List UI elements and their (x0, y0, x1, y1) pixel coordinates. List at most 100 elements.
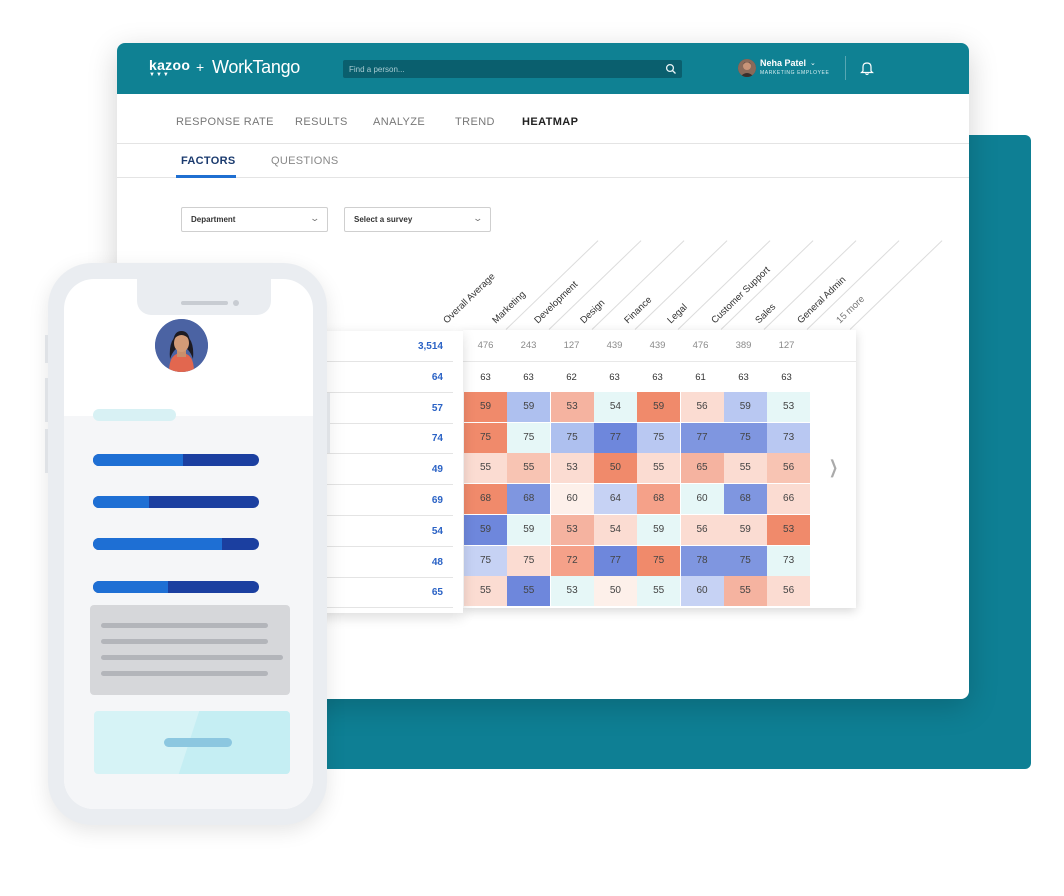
overall-score-row[interactable]: 54 (313, 516, 453, 547)
tab-factors[interactable]: FACTORS (181, 155, 236, 167)
survey-select[interactable]: Select a survey ⌄ (344, 207, 491, 232)
overall-total: 3,514 (417, 341, 443, 352)
column-header: Sales (753, 301, 779, 326)
heatmap-cell[interactable]: 64 (593, 484, 637, 515)
heatmap-cell[interactable]: 75 (637, 545, 681, 576)
heatmap-cell[interactable]: 59 (637, 514, 681, 545)
search-icon[interactable] (665, 63, 677, 75)
user-avatar[interactable] (738, 59, 756, 77)
heatmap-cell[interactable]: 75 (507, 545, 551, 576)
overall-score-row[interactable]: 48 (313, 547, 453, 578)
heatmap-cell[interactable]: 54 (593, 514, 637, 545)
tab-questions[interactable]: QUESTIONS (271, 155, 339, 167)
heatmap-cell[interactable]: 72 (550, 545, 594, 576)
heatmap-cell[interactable]: 53 (767, 514, 811, 545)
tab-analyze[interactable]: ANALYZE (373, 116, 426, 128)
heatmap-cell[interactable]: 73 (767, 545, 811, 576)
heatmap-cell[interactable]: 60 (680, 576, 724, 607)
heatmap-cell[interactable]: 53 (550, 576, 594, 607)
heatmap-cell[interactable]: 68 (464, 484, 507, 515)
overall-score-row[interactable]: 69 (313, 485, 453, 516)
heatmap-cell[interactable]: 54 (593, 392, 637, 422)
survey-select-label: Select a survey (354, 215, 413, 224)
user-role: MARKETING EMPLOYEE (760, 70, 830, 76)
worktango-logo[interactable]: WorkTango (212, 57, 301, 77)
heatmap-cell[interactable]: 50 (593, 453, 637, 484)
heatmap-cell[interactable]: 73 (767, 422, 811, 453)
heatmap-cell[interactable]: 59 (464, 392, 507, 422)
overall-score: 65 (431, 587, 443, 599)
department-average: 63 (523, 372, 534, 383)
heatmap-cell[interactable]: 53 (550, 392, 594, 422)
heatmap-cell[interactable]: 55 (723, 576, 767, 607)
heatmap-cell[interactable]: 55 (637, 453, 681, 484)
heatmap-cell[interactable]: 68 (507, 484, 551, 515)
search-input[interactable] (343, 60, 653, 78)
heatmap-cell[interactable]: 59 (723, 392, 767, 422)
cta-card[interactable] (94, 711, 290, 774)
overall-score: 54 (431, 525, 443, 537)
heatmap-cell[interactable]: 75 (723, 422, 767, 453)
heatmap-cell[interactable]: 66 (767, 484, 811, 515)
overall-score-row[interactable]: 74 (313, 423, 453, 455)
heatmap-cell[interactable]: 50 (593, 576, 637, 607)
heatmap-cell[interactable]: 75 (637, 422, 681, 453)
heatmap-cell[interactable]: 55 (723, 453, 767, 484)
overall-score-row[interactable]: 57 (313, 393, 453, 424)
overall-score-column: 3,514 64 57 74 49 69 54 48 65 (313, 331, 463, 613)
search-bar[interactable] (343, 60, 682, 78)
heatmap-cell[interactable]: 53 (550, 453, 594, 484)
overall-total-row[interactable]: 3,514 (313, 331, 453, 362)
department-select[interactable]: Department ⌄ (181, 207, 328, 232)
kazoo-logo[interactable]: kazoo ▼▼▼ (149, 58, 190, 78)
heatmap-cell[interactable]: 60 (550, 484, 594, 515)
tab-results[interactable]: RESULTS (295, 116, 348, 128)
heatmap-cell[interactable]: 59 (507, 514, 551, 545)
heatmap-cell[interactable]: 56 (680, 514, 724, 545)
overall-score-row[interactable]: 64 (313, 362, 453, 393)
heatmap-cell[interactable]: 55 (464, 576, 507, 607)
heatmap-cell[interactable]: 60 (680, 484, 724, 515)
tab-response-rate[interactable]: RESPONSE RATE (176, 116, 274, 128)
column-divider (849, 240, 943, 330)
overall-score-row[interactable]: 65 (313, 577, 453, 609)
user-name[interactable]: Neha Patel (760, 58, 807, 68)
heatmap-cell[interactable]: 59 (637, 392, 681, 422)
heatmap-cell[interactable]: 68 (637, 484, 681, 515)
phone-notch (137, 279, 271, 315)
cta-button[interactable] (164, 738, 232, 747)
heatmap-cell[interactable]: 75 (464, 422, 507, 453)
heatmap-cell[interactable]: 75 (550, 422, 594, 453)
overall-score-row[interactable]: 49 (313, 454, 453, 486)
heatmap-cell[interactable]: 68 (723, 484, 767, 515)
heatmap-cell[interactable]: 59 (507, 392, 551, 422)
heatmap-cell[interactable]: 56 (767, 453, 811, 484)
overall-score: 49 (431, 464, 443, 476)
heatmap-cell[interactable]: 56 (767, 576, 811, 607)
heatmap-cell[interactable]: 77 (593, 545, 637, 576)
heatmap-cell[interactable]: 59 (723, 514, 767, 545)
heatmap-cell[interactable]: 53 (767, 392, 811, 422)
heatmap-cell[interactable]: 53 (550, 514, 594, 545)
heatmap-cell[interactable]: 77 (680, 422, 724, 453)
heatmap-cell[interactable]: 65 (680, 453, 724, 484)
bell-icon[interactable] (860, 60, 874, 76)
chevron-right-icon[interactable]: ❯ (829, 457, 839, 477)
heatmap-cell[interactable]: 55 (507, 453, 551, 484)
phone-side-button (327, 393, 330, 453)
heatmap-cell[interactable]: 56 (680, 392, 724, 422)
heatmap-cell[interactable]: 55 (507, 576, 551, 607)
tab-heatmap[interactable]: HEATMAP (522, 116, 579, 128)
heatmap-cell[interactable]: 55 (464, 453, 507, 484)
heatmap-cell[interactable]: 75 (464, 545, 507, 576)
heatmap-cell[interactable]: 75 (507, 422, 551, 453)
heatmap-cell[interactable]: 75 (723, 545, 767, 576)
progress-bar (93, 496, 259, 508)
tab-trend[interactable]: TREND (455, 116, 495, 128)
heatmap-cell[interactable]: 59 (464, 514, 507, 545)
heatmap-cell[interactable]: 78 (680, 545, 724, 576)
heatmap-cell[interactable]: 55 (637, 576, 681, 607)
department-select-label: Department (191, 215, 236, 224)
chevron-down-icon[interactable]: ⌄ (810, 60, 816, 67)
heatmap-cell[interactable]: 77 (593, 422, 637, 453)
